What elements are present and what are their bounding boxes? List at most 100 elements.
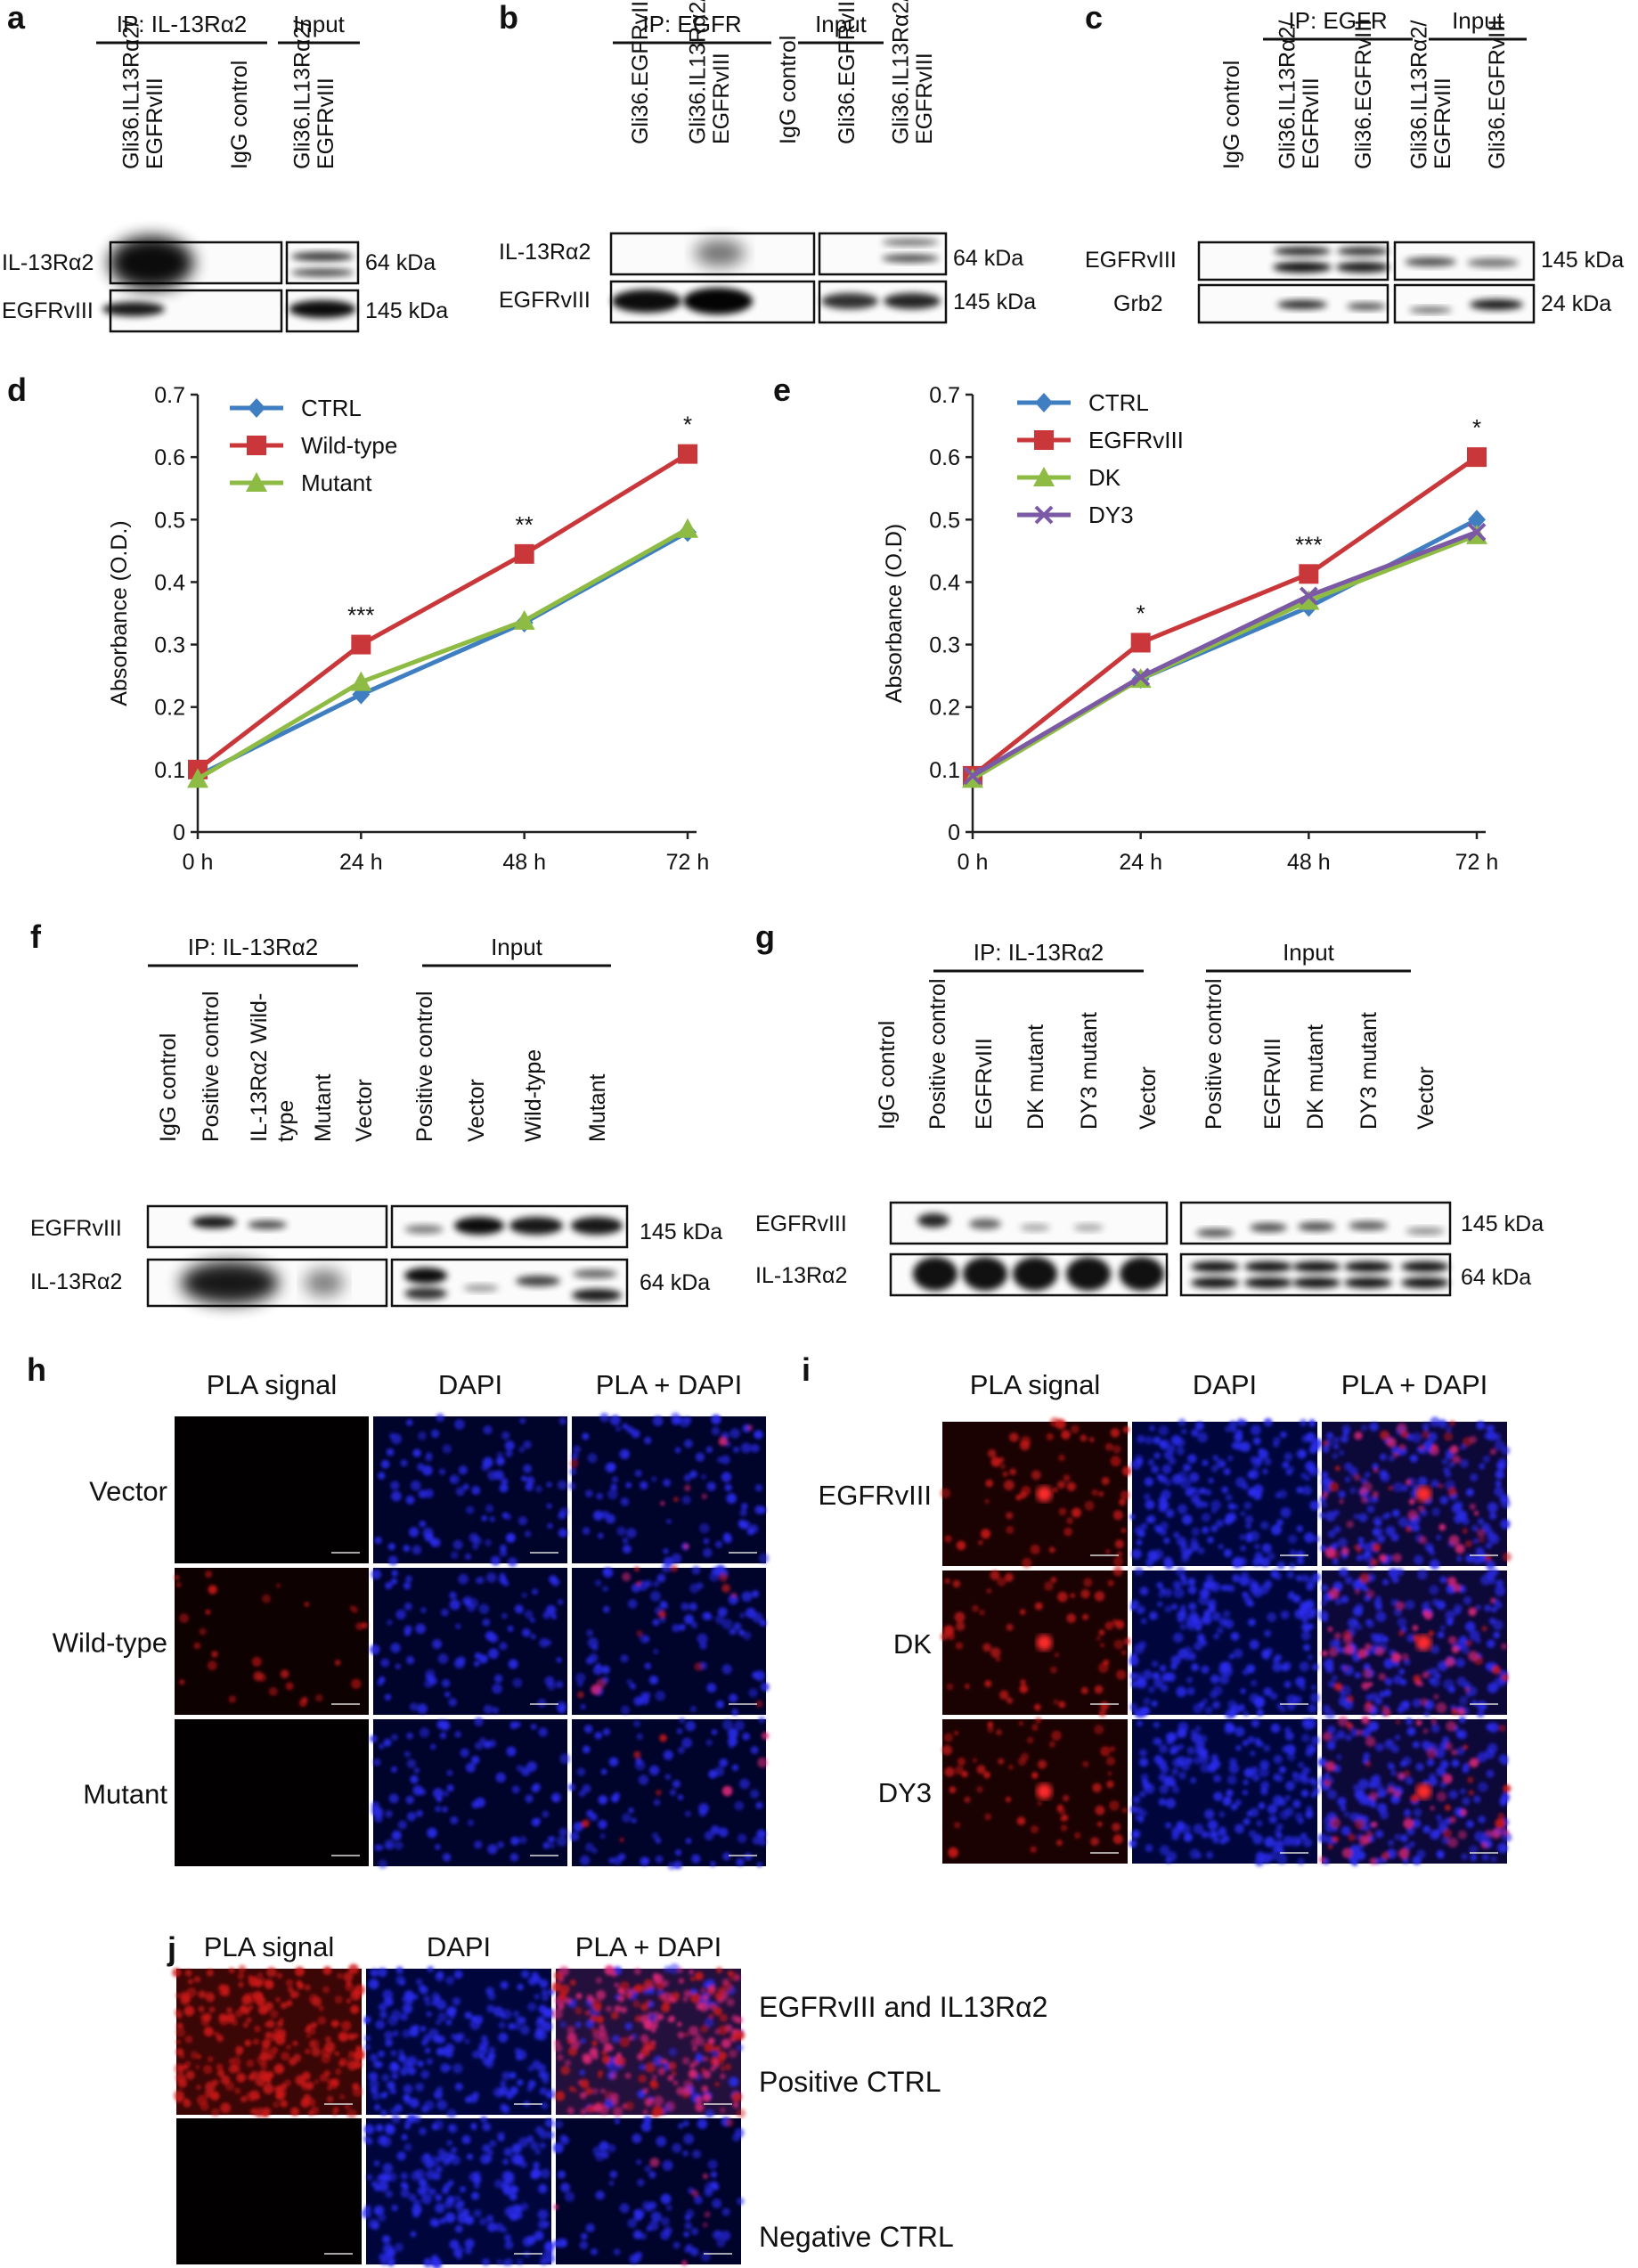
pla-dot bbox=[636, 1580, 641, 1586]
nucleus bbox=[492, 1684, 502, 1694]
nucleus bbox=[1158, 1773, 1168, 1783]
nucleus bbox=[703, 1547, 713, 1558]
pla-dot bbox=[1026, 1736, 1034, 1744]
g-lane-text: DK mutant bbox=[1303, 1024, 1328, 1130]
nucleus bbox=[1140, 1706, 1149, 1715]
nucleus bbox=[526, 2235, 536, 2245]
nucleus bbox=[383, 1738, 392, 1747]
nucleus bbox=[475, 1742, 484, 1750]
pla-dot bbox=[1089, 1437, 1095, 1442]
micrograph-signal bbox=[1317, 1716, 1512, 1866]
nucleus bbox=[446, 2109, 457, 2119]
pla-dot bbox=[175, 2039, 182, 2045]
nucleus bbox=[1486, 1769, 1495, 1778]
nucleus bbox=[412, 2210, 420, 2218]
nucleus bbox=[1326, 1725, 1336, 1734]
pla-dot bbox=[1066, 1481, 1076, 1491]
nucleus bbox=[1364, 1824, 1370, 1832]
nucleus bbox=[1202, 1459, 1209, 1466]
nucleus bbox=[622, 1423, 629, 1430]
pla-dot bbox=[1406, 1527, 1412, 1532]
nucleus bbox=[369, 2079, 379, 2090]
pla-dot bbox=[552, 2008, 563, 2019]
nucleus bbox=[1241, 1482, 1249, 1490]
nucleus bbox=[740, 1442, 752, 1454]
nucleus bbox=[1310, 1685, 1316, 1691]
nucleus bbox=[390, 1578, 398, 1585]
micrograph-j bbox=[363, 1965, 557, 2119]
nucleus bbox=[1200, 1763, 1210, 1774]
pla-dot bbox=[659, 1734, 667, 1742]
nucleus bbox=[758, 1716, 766, 1724]
nucleus bbox=[504, 2172, 515, 2182]
nucleus bbox=[619, 1448, 630, 1460]
pla-dot bbox=[1113, 1556, 1123, 1567]
nucleus bbox=[707, 2159, 718, 2170]
nucleus bbox=[1301, 1574, 1309, 1583]
nucleus bbox=[1263, 1687, 1273, 1696]
pla-dot bbox=[987, 1448, 997, 1458]
nucleus bbox=[1442, 1736, 1450, 1744]
nucleus bbox=[1354, 1672, 1361, 1679]
pla-dot bbox=[1071, 1424, 1080, 1434]
nucleus bbox=[1180, 1574, 1186, 1581]
pla-dot bbox=[1019, 1440, 1031, 1451]
pla-dot bbox=[180, 1995, 190, 2005]
g-band bbox=[1244, 1261, 1292, 1272]
pla-dot bbox=[205, 1991, 215, 2002]
nucleus bbox=[1190, 1777, 1196, 1783]
nucleus bbox=[1245, 1532, 1253, 1539]
micrograph-signal bbox=[1318, 1416, 1512, 1570]
pla-dot bbox=[1110, 1456, 1121, 1467]
pla-dot bbox=[244, 2039, 251, 2047]
nucleus bbox=[1494, 1486, 1504, 1497]
nucleus bbox=[487, 2053, 494, 2060]
pla-dot bbox=[1006, 1697, 1014, 1704]
nucleus bbox=[1365, 1619, 1373, 1626]
nucleus bbox=[1339, 1691, 1346, 1697]
micrograph-h bbox=[567, 1716, 770, 1871]
nucleus bbox=[1242, 1790, 1248, 1796]
pla-dot bbox=[714, 1992, 722, 2000]
nucleus bbox=[1248, 1618, 1256, 1627]
pla-dot bbox=[1468, 1607, 1477, 1617]
data-point-Mutant bbox=[187, 768, 208, 788]
pla-dot bbox=[1489, 1448, 1496, 1456]
c-lane-text: Gli36.IL13Rα2/ bbox=[1407, 20, 1432, 169]
nucleus bbox=[420, 1607, 427, 1613]
nucleus bbox=[1171, 1785, 1180, 1794]
nucleus bbox=[1478, 1782, 1488, 1792]
nucleus bbox=[482, 2257, 490, 2266]
nucleus bbox=[1263, 1744, 1270, 1752]
pla-dot bbox=[1343, 1635, 1353, 1644]
nucleus bbox=[498, 2032, 509, 2043]
nucleus bbox=[1189, 1472, 1200, 1482]
pla-dot bbox=[216, 2069, 225, 2077]
a-mw-label-0: 64 kDa bbox=[365, 250, 436, 275]
pla-dot bbox=[964, 1796, 971, 1803]
pla-dot bbox=[199, 1628, 207, 1636]
pla-dot bbox=[190, 2051, 199, 2060]
nucleus bbox=[1218, 1544, 1224, 1550]
nucleus bbox=[1459, 1716, 1466, 1724]
nucleus bbox=[1283, 1835, 1293, 1847]
nucleus bbox=[420, 2069, 429, 2079]
pla-dot bbox=[321, 2053, 331, 2064]
pla-dot bbox=[1497, 1812, 1505, 1821]
nucleus bbox=[1495, 1461, 1504, 1469]
nucleus bbox=[724, 1483, 732, 1492]
nucleus bbox=[493, 1674, 503, 1684]
x-tick-label: 48 h bbox=[1287, 850, 1331, 875]
pla-dot bbox=[652, 2022, 658, 2029]
nucleus bbox=[580, 1703, 586, 1710]
nucleus bbox=[395, 1975, 405, 1985]
pla-dot bbox=[1392, 1553, 1402, 1562]
nucleus bbox=[633, 2212, 643, 2222]
f-lane-label: IL-13Rα2 Wild- bbox=[247, 993, 272, 1142]
legend-marker-CTRL bbox=[248, 398, 265, 418]
nucleus bbox=[1182, 1514, 1193, 1525]
nucleus bbox=[1285, 1781, 1295, 1791]
nucleus bbox=[498, 2021, 506, 2029]
nucleus bbox=[1390, 1533, 1399, 1542]
nucleus bbox=[442, 1806, 448, 1813]
